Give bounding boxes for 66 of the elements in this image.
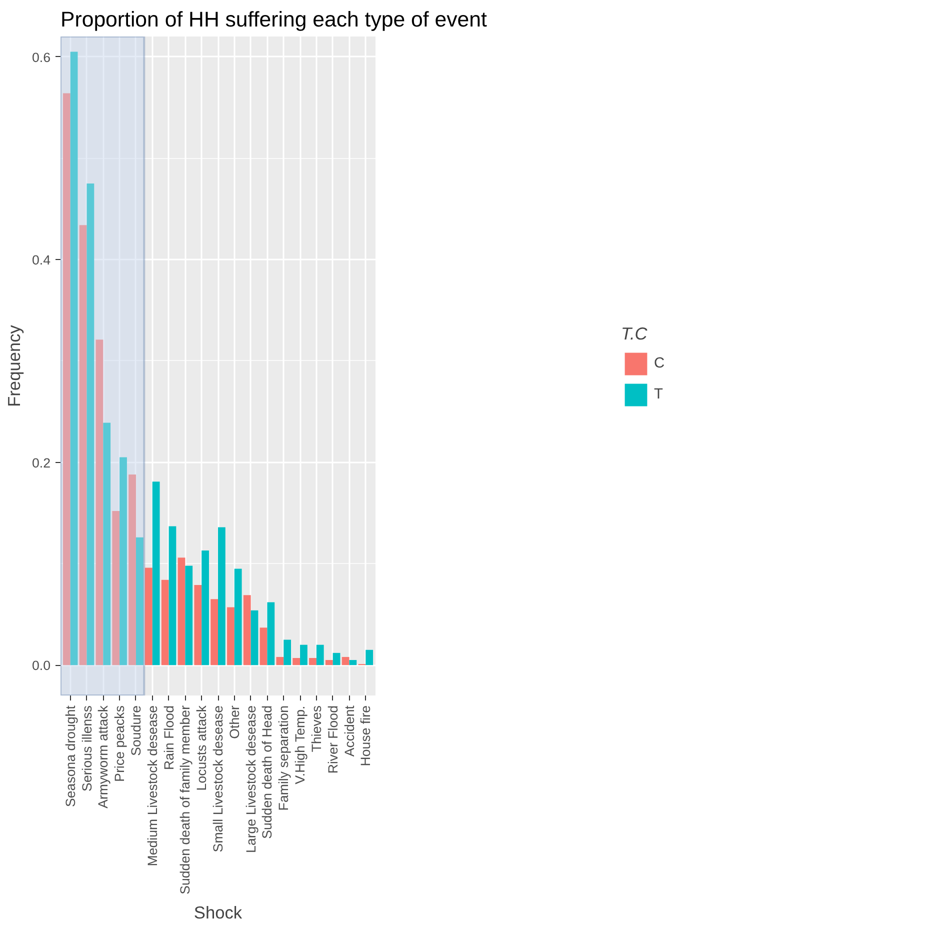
x-tick-label: Armyworm attack	[96, 705, 111, 808]
bar	[292, 658, 300, 666]
bar	[227, 607, 234, 666]
bar	[103, 422, 111, 666]
bar	[342, 656, 350, 666]
bar	[86, 184, 94, 666]
x-tick-label: Price peacks	[112, 705, 128, 782]
x-tick-label: Sudden death of Head	[260, 705, 275, 839]
bar	[144, 568, 152, 666]
legend-label: C	[654, 355, 666, 371]
bar	[260, 628, 268, 666]
bar	[366, 650, 374, 666]
bar	[168, 526, 176, 666]
bar	[96, 340, 104, 666]
x-tick-label: Locusts attack	[194, 705, 210, 791]
bar	[250, 610, 258, 666]
x-tick-label: Medium Livestock desease	[144, 705, 160, 866]
bar	[62, 93, 70, 666]
bar	[194, 584, 202, 666]
x-tick-label: V.High Temp.	[292, 706, 308, 784]
bar	[276, 656, 284, 666]
bar	[136, 537, 144, 666]
y-tick-label: 0.4	[32, 252, 52, 268]
x-axis-title: Shock	[194, 902, 242, 922]
bar	[112, 510, 120, 666]
bar	[267, 602, 275, 666]
bar	[202, 550, 209, 666]
x-tick-label: Soudure	[128, 706, 144, 756]
bar	[234, 568, 242, 666]
bar	[243, 595, 251, 666]
x-tick-label: Sudden death of family member	[178, 704, 193, 894]
bar	[325, 660, 333, 666]
x-tick-label: Large Livestock desease	[243, 705, 258, 853]
bar	[185, 566, 193, 666]
legend-label: T	[654, 386, 664, 402]
legend-title: T.C	[621, 323, 648, 344]
bar	[79, 225, 87, 666]
chart-title: Proportion of HH suffering each type of event	[60, 8, 487, 32]
y-tick-label: 0.2	[32, 455, 51, 470]
bar	[178, 558, 186, 666]
bar	[152, 482, 160, 666]
x-tick-label: Seasona drought	[62, 705, 78, 808]
y-tick-label: 0.6	[32, 50, 51, 65]
x-tick-label: River Flood	[325, 705, 340, 774]
y-axis-title: Frequency	[4, 324, 24, 407]
bar	[120, 457, 127, 666]
bar	[218, 527, 226, 666]
bar	[309, 658, 316, 666]
x-tick-label: Thieves	[308, 705, 324, 752]
bar	[70, 52, 78, 666]
bar	[161, 580, 169, 666]
x-tick-label: Small Livestock desease	[210, 705, 226, 852]
x-tick-label: Serious illenss	[79, 705, 94, 792]
bar	[210, 599, 218, 666]
bar	[316, 644, 324, 666]
bar	[128, 474, 136, 666]
bar	[332, 652, 340, 666]
x-tick-label: Other	[226, 704, 242, 739]
x-tick-label: Rain Flood	[161, 705, 176, 770]
bar	[349, 660, 357, 666]
bar	[300, 644, 308, 666]
bar	[284, 640, 292, 666]
x-tick-label: Accident	[342, 705, 357, 757]
x-tick-label: House fire	[358, 705, 374, 766]
y-tick-label: 0.0	[32, 658, 51, 674]
x-tick-label: Family separation	[276, 706, 292, 811]
